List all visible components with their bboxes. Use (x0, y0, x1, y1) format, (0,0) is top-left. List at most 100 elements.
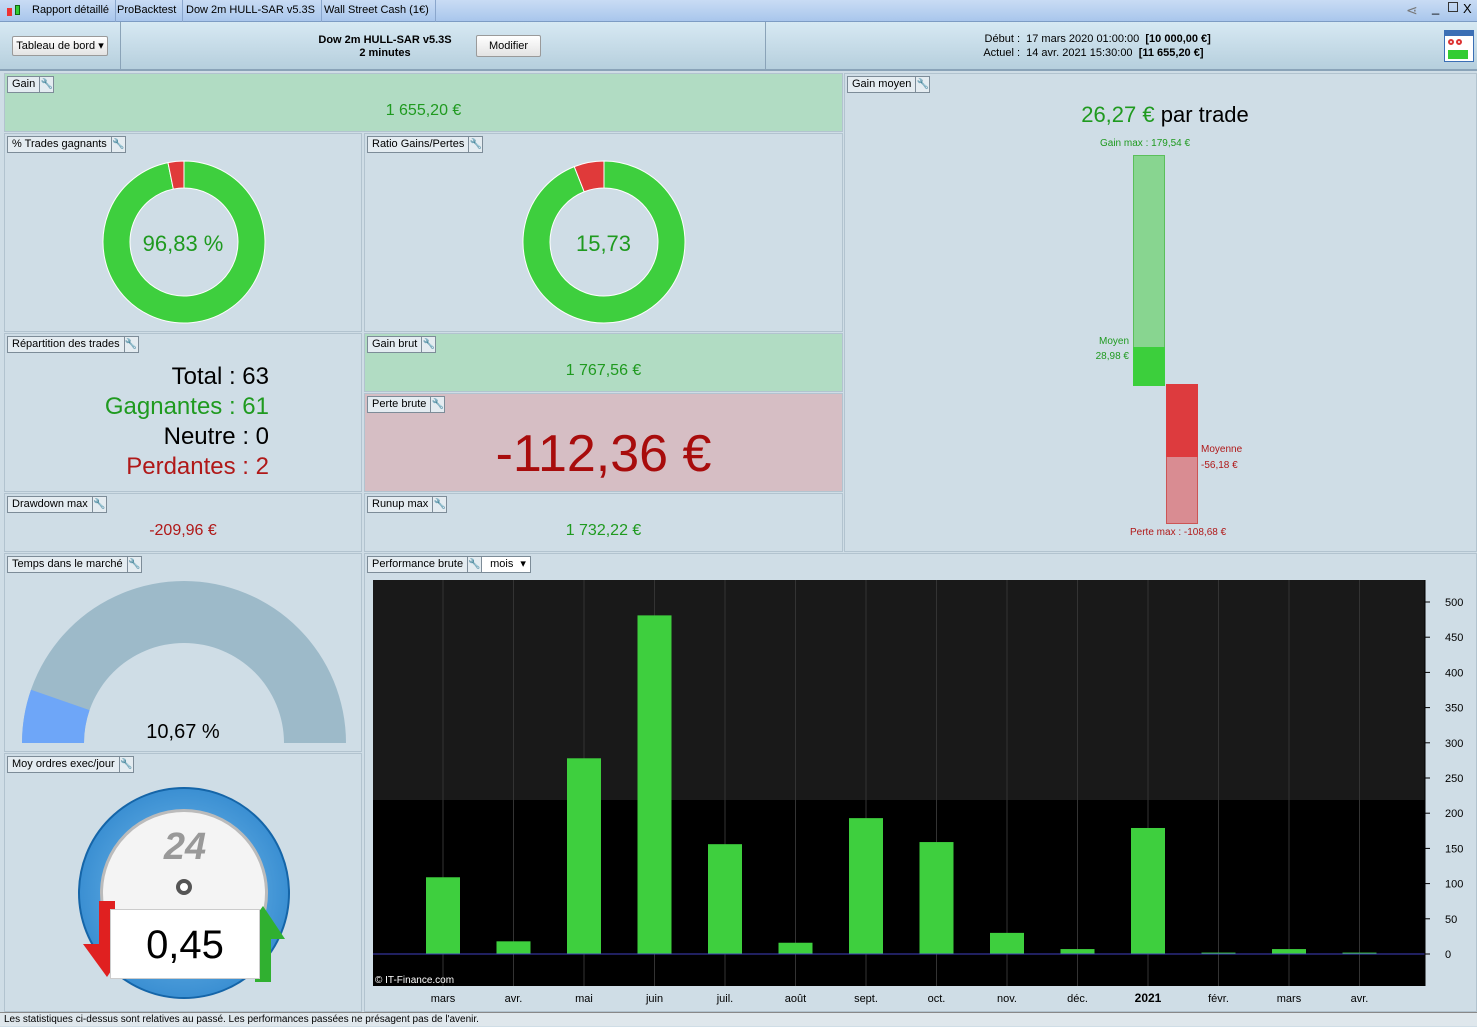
gain-value: 1 655,20 € (385, 102, 462, 119)
donut-red-slice (167, 160, 185, 190)
share-icon[interactable]: ⋖ (1406, 2, 1418, 18)
header: Tableau de bord ▾ Dow 2m HULL-SAR v5.3S 2… (0, 22, 1477, 71)
max-loss-label: Perte max : -108,68 € (1130, 527, 1227, 538)
start-date: 17 mars 2020 01:00:00 (1026, 33, 1140, 45)
current-label: Actuel : (983, 47, 1020, 59)
y-tick-label: 500 (1445, 597, 1463, 609)
tab-rapport[interactable]: Rapport détaillé (26, 0, 117, 22)
wrench-icon[interactable]: 🔧 (118, 757, 133, 772)
x-tick-label: juin (645, 993, 663, 1005)
avg-win-value: 28,98 € (1095, 351, 1129, 362)
x-tick-label: 2021 (1135, 991, 1162, 1005)
neutral-trades: Neutre : 0 (163, 423, 269, 450)
x-tick-label: févr. (1208, 993, 1229, 1005)
drawdown-value: -209,96 € (149, 522, 217, 539)
copyright: © IT-Finance.com (375, 975, 454, 986)
bar (1201, 952, 1236, 954)
wrench-icon[interactable]: 🔧 (123, 337, 138, 352)
avg-gain-panel: Gain moyen 🔧 26,27 € par trade Gain max :… (844, 73, 1477, 552)
avg-loss-label: Moyenne (1201, 444, 1243, 455)
avg-win-bar (1133, 347, 1165, 386)
wrench-icon[interactable]: 🔧 (421, 337, 435, 352)
y-tick-label: 50 (1445, 914, 1457, 926)
avg-gain-value: 26,27 € (1081, 102, 1155, 127)
tab-strategy[interactable]: Dow 2m HULL-SAR v5.3S (180, 0, 322, 22)
x-tick-label: août (785, 993, 806, 1005)
view-select-label: Tableau de bord (16, 40, 96, 52)
gross-loss-value: -112,36 € (495, 425, 712, 483)
x-tick-label: déc. (1067, 993, 1088, 1005)
donut-green-slice (522, 160, 686, 324)
bar (919, 842, 954, 954)
runup-panel: Runup max 🔧 1 732,22 € (364, 493, 843, 552)
runup-value: 1 732,22 € (565, 522, 642, 539)
donut-red-slice (573, 160, 605, 193)
current-capital: [11 655,20 €] (1138, 47, 1204, 59)
disclaimer: Les statistiques ci-dessus sont relative… (0, 1012, 1477, 1026)
x-tick-label: avr. (505, 993, 523, 1005)
bar (708, 844, 742, 954)
start-label: Début : (984, 33, 1020, 45)
wrench-icon[interactable]: 🔧 (39, 77, 53, 92)
total-trades: Total : 63 (171, 363, 269, 390)
avg-loss-value: -56,18 € (1201, 460, 1238, 471)
win-rate-panel: % Trades gagnants 🔧 96,83 % (4, 133, 362, 332)
title-bar: Rapport détaillé ProBacktest Dow 2m HULL… (0, 0, 1477, 22)
time-in-market-value: 10,67 % (146, 721, 220, 743)
orders-title: Moy ordres exec/jour 🔧 (7, 756, 134, 773)
y-tick-label: 150 (1445, 843, 1463, 855)
period-select[interactable]: mois ▾ (481, 557, 530, 572)
view-select[interactable]: Tableau de bord ▾ (12, 36, 108, 56)
avg-win-label: Moyen (1098, 336, 1129, 347)
wrench-icon[interactable]: 🔧 (110, 137, 125, 152)
x-tick-label: mai (575, 993, 593, 1005)
time-gauge-fill (22, 689, 90, 743)
bar (1342, 952, 1377, 954)
y-tick-label: 0 (1445, 949, 1451, 961)
gain-panel: Gain 🔧 1 655,20 € (4, 73, 843, 132)
clock-dial-number: 24 (163, 826, 207, 868)
modify-button[interactable]: Modifier (476, 35, 541, 57)
wrench-icon[interactable]: 🔧 (430, 397, 445, 412)
wrench-icon[interactable]: 🔧 (432, 497, 446, 512)
bar (426, 877, 460, 954)
x-tick-label: sept. (854, 993, 878, 1005)
performance-panel: Performance brute 🔧 mois ▾ mars avr. mai juin… (364, 553, 1477, 1012)
minimize-button[interactable]: _ (1432, 0, 1440, 15)
wrench-icon[interactable]: 🔧 (915, 77, 930, 92)
runup-title: Runup max 🔧 (367, 496, 448, 513)
dashboard-settings-icon[interactable] (1444, 30, 1474, 62)
repartition-panel: Répartition des trades 🔧 Total : 63 Gagna… (4, 333, 362, 492)
wrench-icon[interactable]: 🔧 (467, 557, 481, 572)
avg-gain-suffix: par trade (1154, 102, 1249, 127)
wrench-icon[interactable]: 🔧 (126, 557, 141, 572)
maximize-button[interactable] (1448, 2, 1458, 12)
gross-gain-title: Gain brut 🔧 (367, 336, 437, 353)
y-tick-label: 200 (1445, 808, 1463, 820)
tab-probacktest[interactable]: ProBacktest (111, 0, 184, 22)
avg-loss-bar (1166, 384, 1198, 457)
time-in-market-panel: Temps dans le marché 🔧 10,67 % (4, 553, 362, 752)
orders-panel: Moy ordres exec/jour 🔧 24 0,45 (4, 753, 362, 1012)
donut-green-slice (102, 160, 266, 324)
y-tick-label: 350 (1445, 703, 1463, 715)
x-tick-label: mars (1277, 993, 1302, 1005)
tab-instrument[interactable]: Wall Street Cash (1€) (318, 0, 436, 22)
x-tick-label: juil. (716, 993, 734, 1005)
drawdown-panel: Drawdown max 🔧 -209,96 € (4, 493, 362, 552)
max-gain-label: Gain max : 179,54 € (1100, 138, 1191, 149)
wrench-icon[interactable]: 🔧 (91, 497, 106, 512)
ratio-value: 15,73 (575, 231, 632, 256)
gross-gain-value: 1 767,56 € (565, 362, 642, 379)
orders-value: 0,45 (110, 909, 260, 979)
start-capital: [10 000,00 €] (1145, 33, 1211, 45)
bar (990, 932, 1024, 954)
win-rate-title: % Trades gagnants 🔧 (7, 136, 126, 153)
ratio-title: Ratio Gains/Pertes 🔧 (367, 136, 484, 153)
wrench-icon[interactable]: 🔧 (468, 137, 483, 152)
winning-trades: Gagnantes : 61 (104, 393, 269, 420)
close-button[interactable]: X (1463, 1, 1472, 16)
x-tick-label: oct. (928, 993, 946, 1005)
bar (496, 941, 531, 954)
gross-loss-title: Perte brute 🔧 (367, 396, 446, 413)
